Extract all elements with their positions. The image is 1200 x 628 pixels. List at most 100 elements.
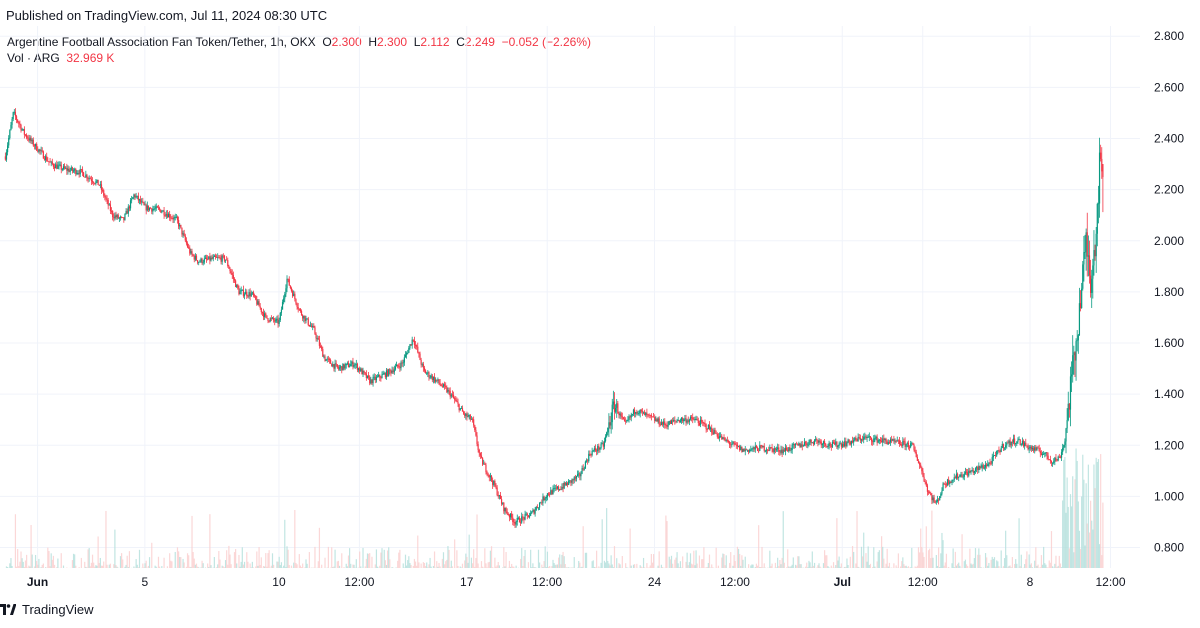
candle-body (563, 482, 565, 489)
candle-body (854, 437, 856, 441)
candle-body (392, 370, 394, 373)
time-axis[interactable]: Jun 5 10 12:00 17 12:00 24 12:00 Jul 12:00 8 12:00 (27, 575, 1126, 589)
volume-bar (161, 566, 163, 568)
candle-body (163, 210, 165, 216)
volume-bar (695, 550, 697, 568)
candle-body (322, 349, 324, 357)
candle-body (731, 444, 733, 446)
candle-body (304, 315, 306, 321)
volume-bar (195, 563, 198, 568)
volume-bar (115, 565, 117, 568)
volume-bar (379, 565, 381, 568)
candle-body (632, 409, 635, 415)
tradingview-brand[interactable]: TradingView (0, 602, 94, 617)
candle-body (582, 468, 584, 470)
candle-body (520, 522, 522, 524)
candle-body (668, 420, 670, 425)
volume-bar (636, 563, 638, 568)
volume-bar (692, 564, 694, 568)
candle-body (661, 422, 664, 425)
candle-body (809, 439, 811, 443)
candle-body (271, 317, 274, 319)
volume-bar (592, 560, 594, 568)
volume-bar (531, 567, 533, 568)
candle-body (771, 447, 773, 449)
candle-body (881, 441, 883, 443)
price-axis[interactable]: 2.8002.6002.4002.2002.0001.8001.6001.400… (1154, 29, 1184, 554)
volume-bar (758, 525, 760, 568)
candle-body (461, 408, 464, 412)
volume-bar (33, 566, 36, 568)
candle-body (695, 419, 697, 420)
candle-body (570, 480, 572, 483)
candle-body (136, 195, 138, 197)
volume-bar (777, 557, 779, 568)
candle-body (912, 442, 914, 445)
candle-body (1102, 164, 1104, 178)
candle-body (592, 450, 594, 452)
candle-body (305, 318, 307, 321)
candle-body (685, 418, 687, 423)
candle-body (93, 182, 95, 184)
volume-bar (279, 565, 281, 568)
volume-bar (917, 547, 920, 568)
candle-body (100, 184, 103, 191)
volume-bar (736, 546, 739, 568)
volume-bar (996, 560, 998, 568)
candle-body (746, 449, 749, 451)
candle-body (1047, 455, 1049, 460)
volume-bar (883, 558, 885, 568)
volume-bar (998, 566, 1000, 568)
candle-body (997, 450, 999, 452)
candle-body (853, 440, 855, 443)
candle-body (949, 481, 951, 484)
candle-body (418, 352, 420, 354)
candle-body (90, 179, 93, 181)
candle-body (221, 255, 223, 262)
candle-body (830, 445, 832, 447)
candle-body (763, 445, 765, 451)
volume-bar (384, 560, 386, 568)
price-chart[interactable]: 2.8002.6002.4002.2002.0001.8001.6001.400… (0, 0, 1200, 600)
volume-bar (565, 567, 568, 568)
volume-bar (696, 563, 698, 568)
candle-body (638, 413, 640, 415)
candle-body (285, 288, 287, 295)
volume-bar (264, 566, 266, 568)
volume-bar (953, 567, 955, 568)
volume-bar (698, 555, 701, 568)
volume-bar (426, 562, 428, 568)
candle-body (213, 255, 215, 257)
volume-bar (906, 567, 908, 568)
symbol-description: Argentine Football Association Fan Token… (7, 35, 316, 49)
volume-bar (1007, 567, 1009, 568)
volume-bar (100, 565, 103, 568)
candle-body (689, 417, 692, 420)
candle-body (1005, 445, 1007, 448)
candle-body (422, 363, 424, 368)
candle-body (858, 436, 860, 438)
candle-body (993, 455, 996, 456)
volume-bar (171, 561, 173, 568)
candle-body (629, 416, 631, 418)
candle-body (1058, 456, 1060, 458)
volume-bar (308, 552, 310, 568)
candle-body (459, 408, 461, 411)
candle-body (292, 291, 294, 297)
candle-body (154, 208, 156, 210)
candle-body (856, 439, 858, 442)
candle-body (902, 440, 904, 446)
volume-bar (432, 565, 435, 568)
time-tick-label: 12:00 (344, 575, 374, 589)
candle-body (174, 217, 176, 218)
candle-body (148, 207, 151, 211)
candle-body (264, 313, 266, 318)
volume-bar (800, 564, 802, 568)
candle-body (1054, 457, 1056, 462)
volume-bar (113, 564, 115, 568)
candle-body (872, 441, 874, 443)
volume-bar (429, 557, 431, 568)
candle-body (963, 473, 965, 477)
low-value: 2.112 (420, 35, 450, 49)
candle-body (760, 445, 762, 447)
